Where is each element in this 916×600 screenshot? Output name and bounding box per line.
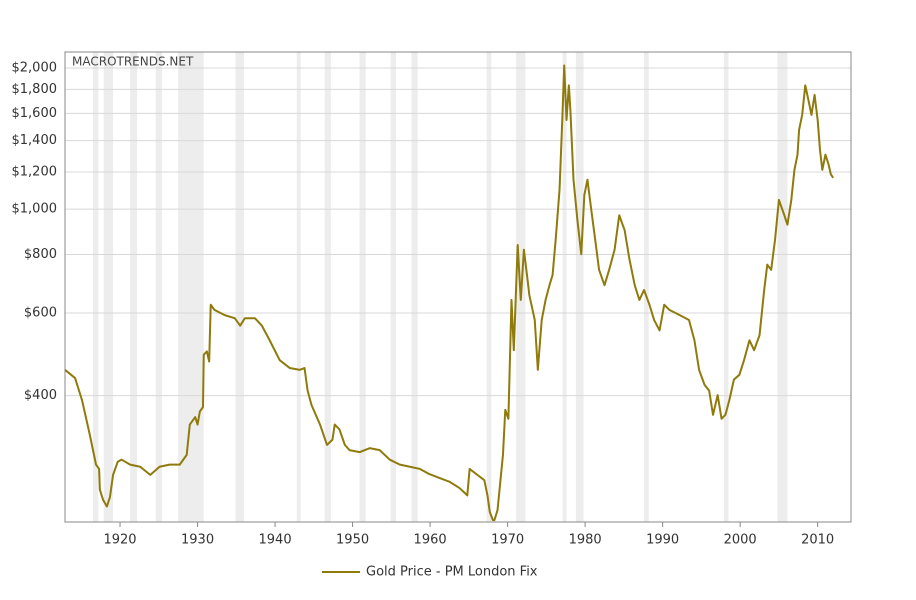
y-tick-label: $600 <box>24 306 57 321</box>
recession-band <box>777 52 788 522</box>
y-tick-label: $1,800 <box>12 82 58 97</box>
x-tick-label: 1960 <box>414 533 447 548</box>
recession-band <box>92 52 99 522</box>
recession-band <box>103 52 114 522</box>
x-tick-label: 1950 <box>336 533 369 548</box>
x-tick-label: 1940 <box>259 533 292 548</box>
x-tick-label: 2010 <box>801 533 834 548</box>
price-line <box>64 64 835 522</box>
x-tick-label: 1990 <box>646 533 679 548</box>
recession-band <box>562 52 567 522</box>
recession-band <box>324 52 331 522</box>
recession-band <box>411 52 418 522</box>
x-tick-label: 1970 <box>491 533 524 548</box>
y-tick-label: $1,000 <box>12 202 58 217</box>
legend-label: Gold Price - PM London Fix <box>366 565 538 580</box>
recession-band <box>178 52 204 522</box>
recession-band <box>235 52 245 522</box>
recession-band <box>575 52 584 522</box>
recession-band <box>130 52 138 522</box>
y-tick-label: $1,400 <box>12 133 58 148</box>
plot-frame <box>64 51 852 523</box>
y-tick-label: $800 <box>24 247 57 262</box>
recession-band <box>486 52 492 522</box>
x-tick-label: 2000 <box>724 533 757 548</box>
x-tick-label: 1930 <box>181 533 214 548</box>
watermark: MACROTRENDS.NET <box>72 55 194 69</box>
recession-band <box>359 52 366 522</box>
y-tick-label: $2,000 <box>12 60 58 75</box>
recession-band <box>390 52 396 522</box>
recession-band <box>296 52 301 522</box>
x-tick-label: 1980 <box>569 533 602 548</box>
recession-band <box>155 52 162 522</box>
y-tick-label: $1,600 <box>12 106 58 121</box>
y-tick-label: $400 <box>24 388 57 403</box>
x-tick-label: 1920 <box>103 533 136 548</box>
y-tick-label: $1,200 <box>12 164 58 179</box>
recession-band <box>644 52 649 522</box>
recession-band <box>723 52 729 522</box>
